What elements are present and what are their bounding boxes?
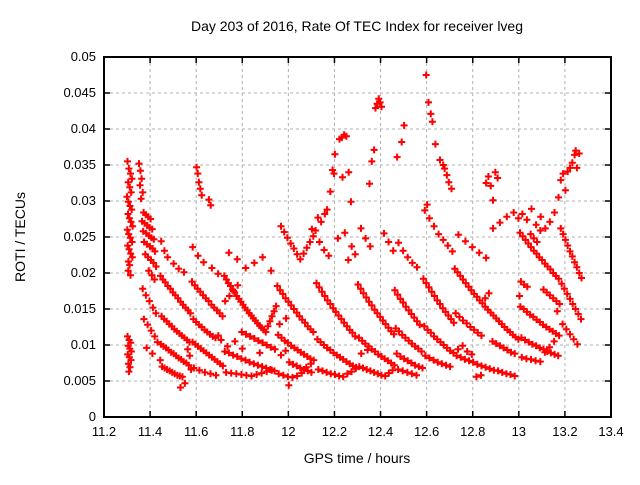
x-tick-label: 13 [512, 424, 526, 439]
y-tick-label: 0.03 [71, 193, 96, 208]
y-tick-labels: 0 0.005 0.01 0.015 0.02 0.025 0.03 0.035 0.04 0.0… [63, 49, 96, 424]
y-tick-label: 0.045 [63, 85, 96, 100]
y-tick-label: 0.025 [63, 229, 96, 244]
x-tick-label: 11.8 [230, 424, 254, 439]
x-tick-label: 12.8 [460, 424, 485, 439]
y-tick-label: 0.015 [63, 301, 96, 316]
x-tick-label: 12.2 [322, 424, 347, 439]
y-tick-label: 0.005 [63, 373, 96, 388]
x-tick-label: 12 [281, 424, 295, 439]
x-tick-labels: 11.2 11.4 11.6 11.8 12 12.2 12.4 12.6 12.8 13 13.2… [92, 424, 624, 439]
x-tick-label: 12.6 [414, 424, 439, 439]
scatter-points [123, 71, 585, 391]
y-tick-label: 0 [89, 409, 96, 424]
x-axis-label: GPS time / hours [304, 450, 411, 466]
x-tick-label: 11.6 [184, 424, 208, 439]
y-tick-label: 0.02 [71, 265, 96, 280]
y-tick-label: 0.01 [71, 337, 96, 352]
x-tick-label: 11.2 [92, 424, 116, 439]
plot-border [103, 56, 612, 418]
x-tick-label: 13.4 [598, 424, 623, 439]
chart-title: Day 203 of 2016, Rate Of TEC Index for r… [191, 18, 523, 34]
x-tick-label: 12.4 [368, 424, 393, 439]
x-tick-label: 13.2 [552, 424, 577, 439]
y-tick-label: 0.05 [71, 49, 96, 64]
y-tick-label: 0.035 [63, 157, 96, 172]
y-axis-label: ROTI / TECUs [12, 192, 28, 282]
y-tick-label: 0.04 [71, 121, 96, 136]
x-tick-label: 11.4 [138, 424, 162, 439]
